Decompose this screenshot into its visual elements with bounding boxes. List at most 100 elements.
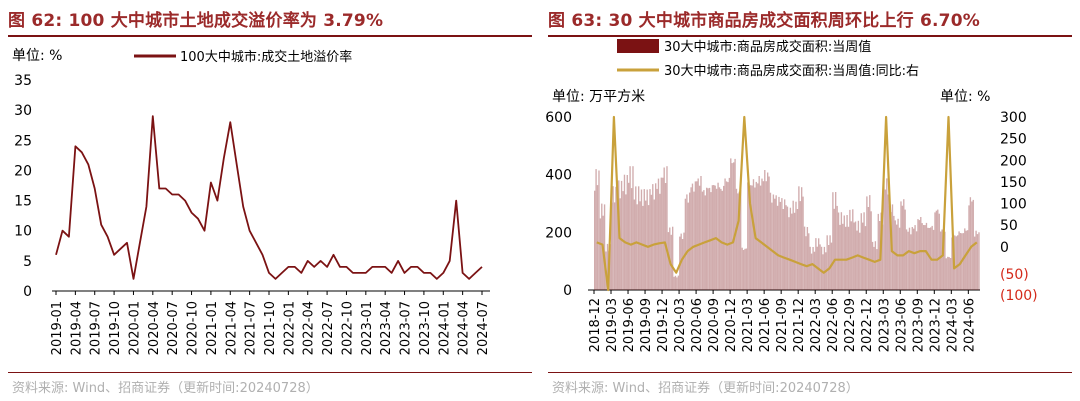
right-x-tick-label: 2024-06 [962, 298, 977, 352]
right-x-tick-label: 2023-09 [911, 298, 926, 352]
right-bar [843, 215, 845, 290]
left-x-tick-label: 2021-04 [224, 301, 239, 355]
left-x-tick-label: 2022-07 [321, 301, 336, 355]
right-x-tick-label: 2019-09 [639, 298, 654, 352]
right-bar [733, 162, 735, 290]
right-bar [911, 227, 913, 290]
right-bar [802, 196, 804, 290]
right-bar [730, 158, 732, 290]
right-bar [894, 220, 896, 290]
right-bar [813, 251, 816, 290]
left-y-tick-label: 0 [23, 284, 32, 300]
right-bar [738, 191, 740, 290]
right-bar [964, 228, 966, 290]
right-bar [869, 195, 871, 290]
right-bar [859, 232, 861, 290]
right-bar [904, 209, 906, 290]
left-x-tick-label: 2021-10 [263, 301, 278, 355]
right-bar [603, 204, 606, 290]
right-bar [659, 193, 661, 290]
right-x-tick-label: 2022-03 [809, 298, 824, 352]
right-x-tick-label: 2021-09 [775, 298, 790, 352]
right-bar [717, 182, 719, 290]
right-bar [927, 227, 929, 290]
right-bar [903, 199, 905, 290]
right-bar [771, 202, 773, 290]
right-bar [951, 237, 953, 290]
right-bar [616, 196, 619, 290]
right-bar [849, 209, 851, 290]
right-bar [908, 227, 911, 290]
right-bar [881, 224, 884, 290]
figure-63-title-rule [548, 35, 1072, 37]
housing-transaction-area-chart: 30大中城市:商品房成交面积:当周值 30大中城市:商品房成交面积:当周值:同比:… [545, 39, 1038, 352]
right-bar [792, 200, 794, 290]
figure-63-title: 图 63: 30 大中城市商品房成交面积周环比上行 6.70% [548, 11, 980, 31]
left-unit-label: 单位: % [12, 48, 62, 64]
right-y-right-tick-label: (100) [1000, 288, 1038, 304]
right-bar [781, 198, 783, 290]
right-y-left-tick-label: 0 [563, 283, 572, 299]
right-bar [636, 204, 638, 290]
right-bar [657, 178, 660, 290]
right-bar [798, 186, 800, 290]
right-bar [815, 238, 817, 290]
right-bar [650, 194, 653, 290]
right-bar [876, 249, 878, 290]
right-bar [835, 192, 837, 290]
right-bar [779, 201, 782, 290]
right-bar [725, 181, 728, 290]
right-bar [663, 167, 665, 290]
right-bar [694, 181, 697, 290]
right-bar [976, 234, 979, 290]
right-bar [785, 205, 787, 290]
right-y-right-tick-label: 150 [1000, 175, 1027, 191]
right-bar [877, 213, 879, 290]
right-bar [667, 232, 670, 290]
right-bar [674, 275, 677, 290]
right-bar [635, 186, 637, 290]
right-bar [873, 246, 875, 290]
right-bar [823, 246, 826, 290]
right-bar [896, 224, 898, 290]
right-bar [793, 212, 796, 290]
right-x-tick-label: 2021-03 [741, 298, 756, 352]
right-bar [845, 226, 847, 290]
right-bar [805, 236, 807, 290]
right-bar [664, 183, 667, 290]
right-y-right-tick-label: 250 [1000, 132, 1027, 148]
right-bar [975, 230, 977, 290]
right-y-left-tick-label: 400 [545, 168, 572, 184]
right-x-tick-label: 2021-12 [792, 298, 807, 352]
left-y-tick-label: 25 [14, 133, 32, 149]
right-x-tick-label: 2018-12 [588, 298, 603, 352]
land-premium-rate-chart: 单位: % 100大中城市:成交土地溢价率 0 5 10 15 20 25 30 35 2019-0… [12, 48, 491, 355]
right-bar [925, 222, 928, 290]
right-bar [883, 180, 885, 290]
right-bar [886, 178, 888, 290]
right-bar [842, 223, 844, 290]
left-x-tick-label: 2024-01 [437, 301, 452, 355]
right-bar [788, 217, 790, 290]
right-bar [839, 224, 841, 290]
right-y-right-tick-label: 300 [1000, 110, 1027, 126]
right-bar [795, 201, 797, 290]
right-bar [676, 277, 678, 290]
right-bar [958, 231, 960, 290]
right-bar [772, 194, 775, 290]
left-x-tick-label: 2020-10 [186, 301, 201, 355]
right-bar [913, 228, 915, 290]
right-legend-bar-swatch [617, 39, 659, 53]
right-bar [689, 192, 691, 290]
right-bar [727, 182, 729, 290]
right-bar [701, 191, 704, 290]
right-bar [623, 174, 626, 290]
right-bar [594, 190, 596, 290]
right-bar [652, 184, 654, 290]
right-bar [643, 189, 645, 290]
right-bar [687, 202, 689, 290]
left-series-line [55, 115, 483, 280]
right-bar [677, 275, 680, 290]
right-bar [629, 166, 631, 290]
right-bar [808, 233, 810, 290]
